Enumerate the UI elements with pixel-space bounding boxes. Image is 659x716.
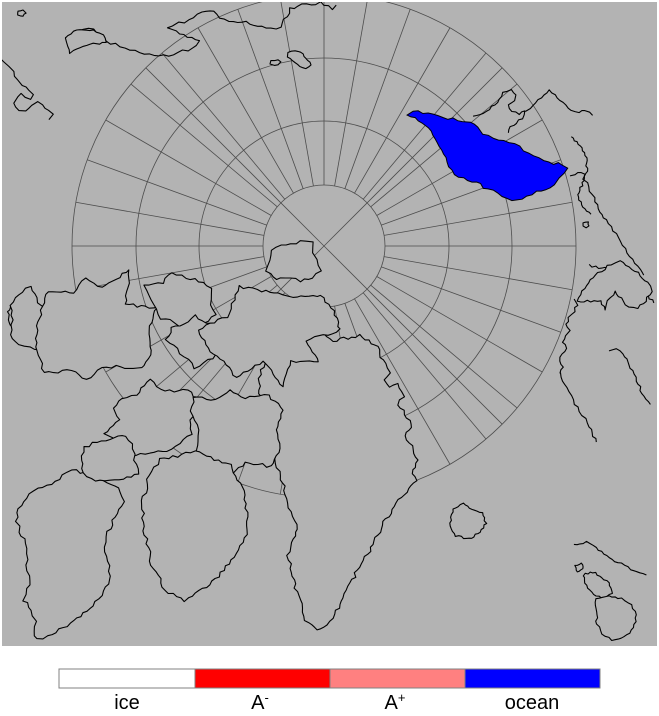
svg-text:A-: A- xyxy=(251,690,269,714)
svg-text:A+: A+ xyxy=(385,690,406,714)
svg-text:ice: ice xyxy=(114,692,140,714)
svg-text:ocean: ocean xyxy=(505,692,560,714)
